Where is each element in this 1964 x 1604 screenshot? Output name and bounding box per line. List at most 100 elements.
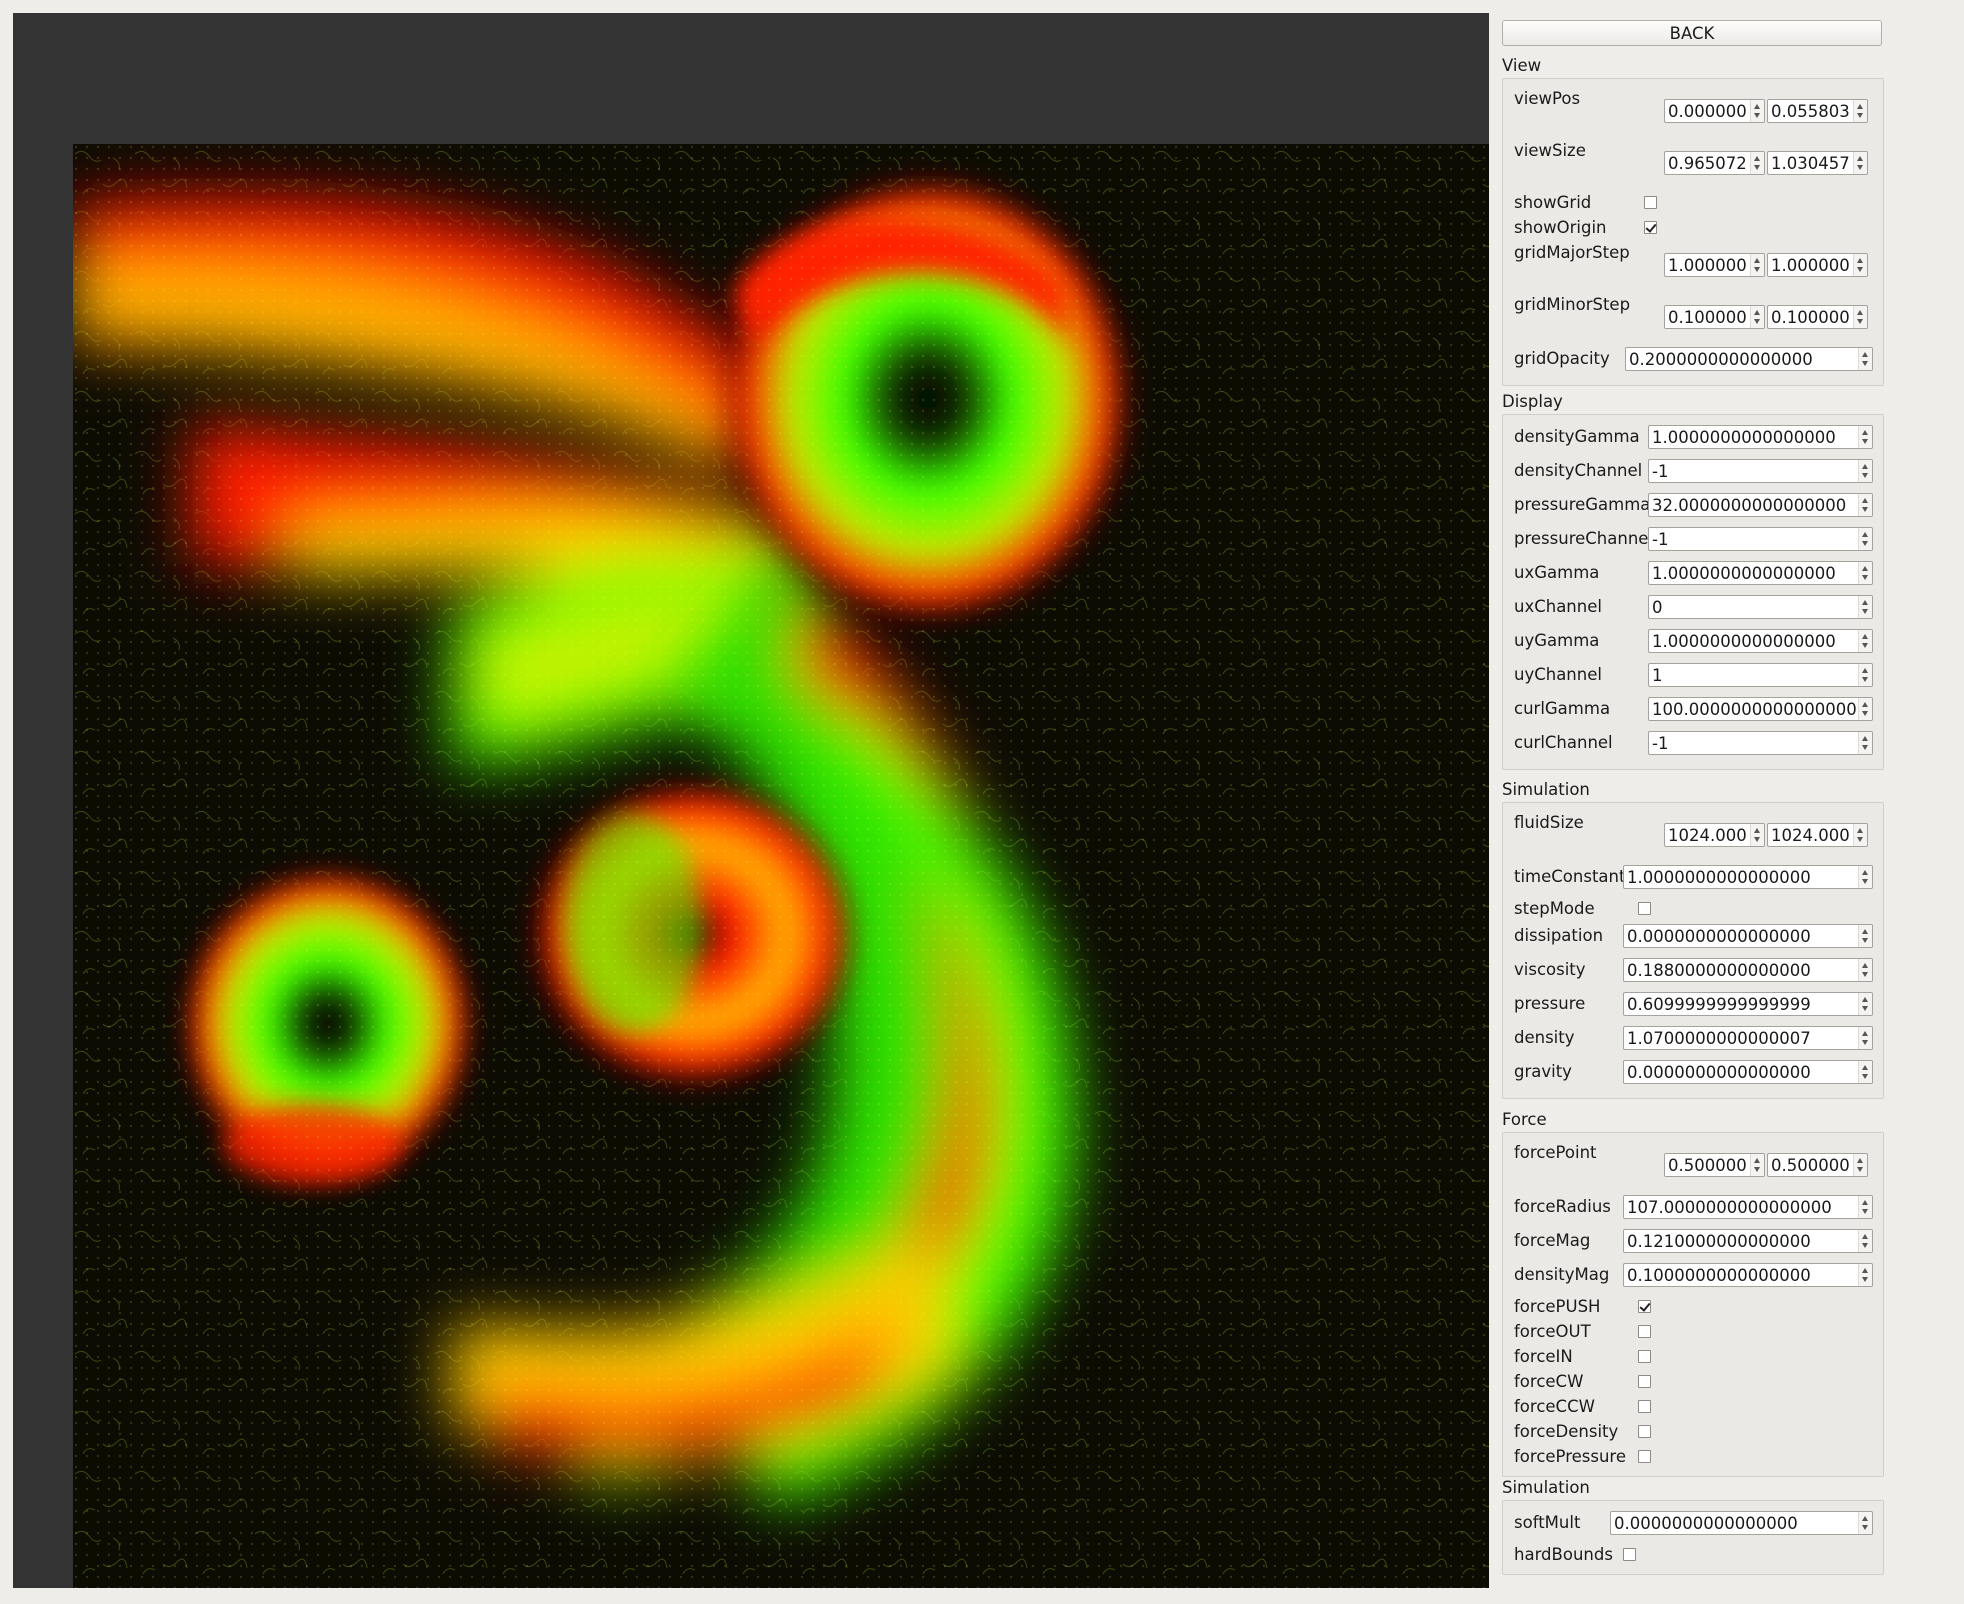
- chevron-down-icon[interactable]: [1857, 113, 1863, 118]
- chevron-down-icon[interactable]: [1862, 879, 1868, 884]
- chevron-down-icon[interactable]: [1862, 1277, 1868, 1282]
- chevron-down-icon[interactable]: [1754, 113, 1760, 118]
- forceOUT-checkbox[interactable]: [1638, 1325, 1651, 1338]
- forceIN-checkbox[interactable]: [1638, 1350, 1651, 1363]
- viewPos-input-x[interactable]: [1665, 100, 1750, 122]
- gravity-stepper[interactable]: [1858, 1061, 1872, 1083]
- chevron-up-icon[interactable]: [1862, 498, 1868, 503]
- chevron-up-icon[interactable]: [1862, 1065, 1868, 1070]
- densityGamma-spinbox[interactable]: [1648, 425, 1873, 449]
- chevron-down-icon[interactable]: [1862, 507, 1868, 512]
- chevron-down-icon[interactable]: [1862, 439, 1868, 444]
- chevron-down-icon[interactable]: [1862, 1209, 1868, 1214]
- chevron-down-icon[interactable]: [1862, 938, 1868, 943]
- forcePoint-stepper-x[interactable]: [1750, 1154, 1764, 1176]
- softMult-spinbox[interactable]: [1610, 1511, 1873, 1535]
- timeConstant-input[interactable]: [1624, 866, 1858, 888]
- curlGamma-spinbox[interactable]: [1648, 697, 1873, 721]
- timeConstant-spinbox[interactable]: [1623, 865, 1873, 889]
- chevron-down-icon[interactable]: [1862, 361, 1868, 366]
- chevron-down-icon[interactable]: [1862, 575, 1868, 580]
- forcePressure-checkbox[interactable]: [1638, 1450, 1651, 1463]
- viscosity-spinbox[interactable]: [1623, 958, 1873, 982]
- densityGamma-stepper[interactable]: [1858, 426, 1872, 448]
- dissipation-spinbox[interactable]: [1623, 924, 1873, 948]
- forceDensity-checkbox[interactable]: [1638, 1425, 1651, 1438]
- chevron-down-icon[interactable]: [1862, 745, 1868, 750]
- gridMajorStep-stepper-y[interactable]: [1853, 254, 1867, 276]
- chevron-down-icon[interactable]: [1862, 1040, 1868, 1045]
- pressureChannel-spinbox[interactable]: [1648, 527, 1873, 551]
- uxChannel-input[interactable]: [1649, 596, 1858, 618]
- chevron-up-icon[interactable]: [1862, 997, 1868, 1002]
- viewPos-stepper-y[interactable]: [1853, 100, 1867, 122]
- chevron-up-icon[interactable]: [1754, 1158, 1760, 1163]
- viewPos-spinbox-x[interactable]: [1664, 99, 1765, 123]
- chevron-down-icon[interactable]: [1862, 1006, 1868, 1011]
- forceMag-stepper[interactable]: [1858, 1230, 1872, 1252]
- dissipation-input[interactable]: [1624, 925, 1858, 947]
- chevron-up-icon[interactable]: [1862, 1516, 1868, 1521]
- chevron-down-icon[interactable]: [1862, 609, 1868, 614]
- chevron-down-icon[interactable]: [1754, 267, 1760, 272]
- pressure-input[interactable]: [1624, 993, 1858, 1015]
- chevron-down-icon[interactable]: [1862, 541, 1868, 546]
- viewPos-spinbox-y[interactable]: [1767, 99, 1868, 123]
- chevron-down-icon[interactable]: [1862, 1074, 1868, 1079]
- chevron-down-icon[interactable]: [1857, 1167, 1863, 1172]
- chevron-up-icon[interactable]: [1862, 634, 1868, 639]
- uxGamma-spinbox[interactable]: [1648, 561, 1873, 585]
- back-button[interactable]: BACK: [1502, 20, 1882, 46]
- chevron-up-icon[interactable]: [1862, 1234, 1868, 1239]
- viscosity-stepper[interactable]: [1858, 959, 1872, 981]
- chevron-down-icon[interactable]: [1857, 837, 1863, 842]
- uxGamma-input[interactable]: [1649, 562, 1858, 584]
- uyChannel-stepper[interactable]: [1858, 664, 1872, 686]
- forcePoint-spinbox-y[interactable]: [1767, 1153, 1868, 1177]
- gridMinorStep-spinbox-x[interactable]: [1664, 305, 1765, 329]
- curlChannel-input[interactable]: [1649, 732, 1858, 754]
- dissipation-stepper[interactable]: [1858, 925, 1872, 947]
- stepMode-checkbox[interactable]: [1638, 902, 1651, 915]
- forcePoint-spinbox-x[interactable]: [1664, 1153, 1765, 1177]
- chevron-up-icon[interactable]: [1857, 104, 1863, 109]
- fluidSize-stepper-y[interactable]: [1853, 824, 1867, 846]
- gridMajorStep-spinbox-y[interactable]: [1767, 253, 1868, 277]
- uyGamma-spinbox[interactable]: [1648, 629, 1873, 653]
- viewSize-input-x[interactable]: [1665, 152, 1750, 174]
- fluid-canvas[interactable]: [73, 144, 1489, 1588]
- density-spinbox[interactable]: [1623, 1026, 1873, 1050]
- density-stepper[interactable]: [1858, 1027, 1872, 1049]
- fluidSize-spinbox-x[interactable]: [1664, 823, 1765, 847]
- forceCW-checkbox[interactable]: [1638, 1375, 1651, 1388]
- chevron-up-icon[interactable]: [1857, 258, 1863, 263]
- viewSize-spinbox-y[interactable]: [1767, 151, 1868, 175]
- simulation-viewport[interactable]: [13, 13, 1489, 1588]
- viewSize-input-y[interactable]: [1768, 152, 1853, 174]
- gridMinorStep-stepper-x[interactable]: [1750, 306, 1764, 328]
- chevron-up-icon[interactable]: [1857, 156, 1863, 161]
- chevron-up-icon[interactable]: [1862, 352, 1868, 357]
- timeConstant-stepper[interactable]: [1858, 866, 1872, 888]
- chevron-up-icon[interactable]: [1754, 156, 1760, 161]
- chevron-down-icon[interactable]: [1857, 165, 1863, 170]
- forceRadius-spinbox[interactable]: [1623, 1195, 1873, 1219]
- gravity-input[interactable]: [1624, 1061, 1858, 1083]
- curlChannel-stepper[interactable]: [1858, 732, 1872, 754]
- gridMinorStep-stepper-y[interactable]: [1853, 306, 1867, 328]
- gridOpacity-stepper[interactable]: [1858, 348, 1872, 370]
- chevron-down-icon[interactable]: [1754, 837, 1760, 842]
- viewSize-stepper-y[interactable]: [1853, 152, 1867, 174]
- gridOpacity-input[interactable]: [1626, 348, 1858, 370]
- chevron-up-icon[interactable]: [1862, 963, 1868, 968]
- showGrid-checkbox[interactable]: [1644, 196, 1657, 209]
- chevron-up-icon[interactable]: [1754, 104, 1760, 109]
- gravity-spinbox[interactable]: [1623, 1060, 1873, 1084]
- chevron-down-icon[interactable]: [1857, 267, 1863, 272]
- curlGamma-input[interactable]: [1649, 698, 1858, 720]
- pressure-spinbox[interactable]: [1623, 992, 1873, 1016]
- gridMinorStep-spinbox-y[interactable]: [1767, 305, 1868, 329]
- chevron-up-icon[interactable]: [1754, 310, 1760, 315]
- densityMag-input[interactable]: [1624, 1264, 1858, 1286]
- viewSize-stepper-x[interactable]: [1750, 152, 1764, 174]
